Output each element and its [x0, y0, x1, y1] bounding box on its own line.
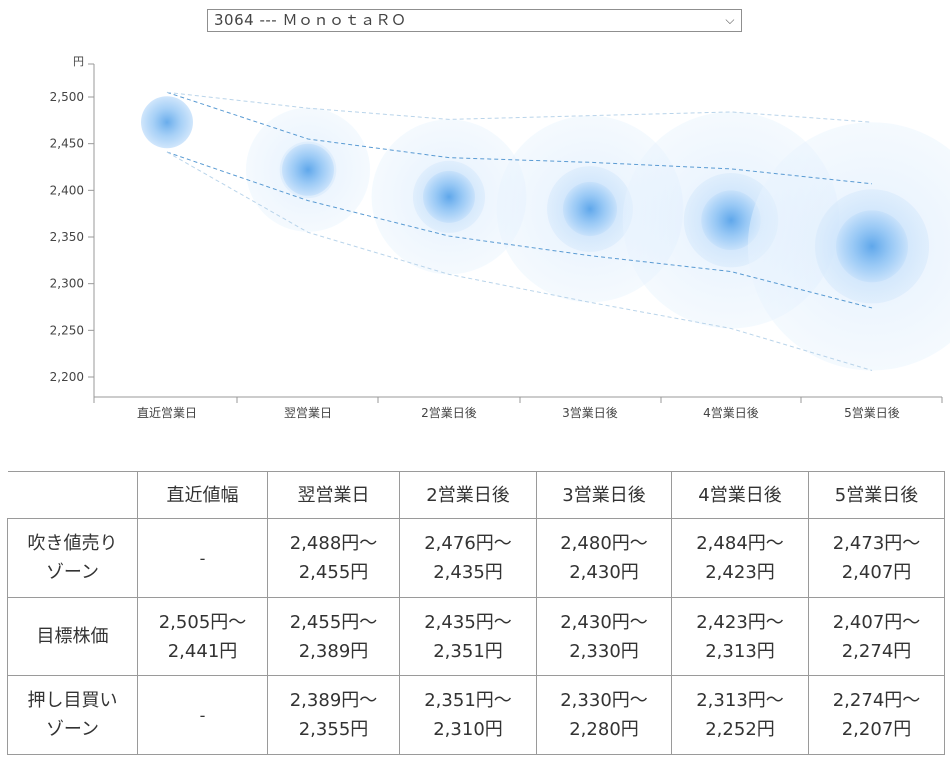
y-unit-label: 円	[73, 55, 84, 68]
x-tick-label: 5営業日後	[844, 406, 900, 420]
forecast-table: 直近値幅 翌営業日 2営業日後 3営業日後 4営業日後 5営業日後 吹き値売りゾ…	[7, 471, 945, 755]
table-cell: -	[137, 518, 268, 598]
table-cell: 2,389円～ 2,355円	[267, 675, 400, 755]
y-tick-label: 2,300	[50, 277, 84, 291]
bubble-core-0	[141, 96, 193, 149]
price-forecast-chart: 円 2,500 2,450 2,400 2,350 2,300 2,250 2,200 直近営業…	[50, 55, 950, 420]
stock-selector-value: 3064 --- ＭｏｎｏｔａＲＯ	[214, 11, 407, 29]
table-cell: 2,473円～ 2,407円	[808, 518, 945, 598]
target-high-line	[166, 91, 873, 185]
bubble-core-3	[562, 181, 618, 237]
table-row-sell-zone: 吹き値売り ゾーン - 2,488円～ 2,455円 2,476円～ 2,435円 2…	[7, 518, 945, 598]
table-cell: 2,423円～ 2,313円	[671, 597, 809, 676]
table-cell: 2,480円～ 2,430円	[536, 518, 672, 598]
table-cell: 2,407円～ 2,274円	[808, 597, 945, 676]
table-header: 3営業日後	[536, 471, 672, 519]
x-tick-label: 直近営業日	[137, 406, 197, 420]
bubble-core-2	[423, 170, 475, 223]
table-cell: 2,313円～ 2,252円	[671, 675, 809, 755]
y-tick-label: 2,500	[50, 90, 84, 104]
row-label: 押し目買い ゾーン	[7, 675, 138, 755]
table-header: 5営業日後	[808, 471, 945, 519]
table-cell: 2,488円～ 2,455円	[267, 518, 400, 598]
stock-selector[interactable]: 3064 --- ＭｏｎｏｔａＲＯ ⌵	[207, 9, 742, 32]
bubble-core-4	[701, 190, 761, 250]
table-header: 4営業日後	[671, 471, 809, 519]
table-cell: 2,455円～ 2,389円	[267, 597, 400, 676]
table-row-target-price: 目標株価 2,505円～ 2,441円 2,455円～ 2,389円 2,435円～…	[7, 597, 945, 676]
chevron-down-icon[interactable]: ⌵	[725, 13, 735, 27]
y-tick-label: 2,200	[50, 370, 84, 384]
y-tick-label: 2,400	[50, 183, 84, 197]
table-cell: 2,476円～ 2,435円	[399, 518, 537, 598]
table-header: 翌営業日	[267, 471, 400, 519]
table-cell: 2,351円～ 2,310円	[399, 675, 537, 755]
table-cell: 2,505円～ 2,441円	[137, 597, 268, 676]
y-tick-label: 2,450	[50, 137, 84, 151]
y-tick-label: 2,350	[50, 230, 84, 244]
table-row-buy-zone: 押し目買い ゾーン - 2,389円～ 2,355円 2,351円～ 2,310円 2…	[7, 675, 945, 755]
sell-zone-line	[166, 91, 873, 123]
table-header-row: 直近値幅 翌営業日 2営業日後 3営業日後 4営業日後 5営業日後	[7, 471, 945, 519]
table-cell: 2,430円～ 2,330円	[536, 597, 672, 676]
table-cell: 2,330円～ 2,280円	[536, 675, 672, 755]
bubble-core-1	[282, 143, 334, 196]
x-tick-label: 2営業日後	[421, 406, 477, 420]
buy-zone-line	[166, 151, 873, 371]
table-cell: 2,274円～ 2,207円	[808, 675, 945, 755]
table-cell: -	[137, 675, 268, 755]
x-tick-label: 4営業日後	[703, 406, 759, 420]
y-tick-label: 2,250	[50, 323, 84, 337]
table-cell: 2,484円～ 2,423円	[671, 518, 809, 598]
table-header-corner	[7, 471, 138, 519]
bubble-core-5	[836, 210, 908, 283]
x-tick-label: 翌営業日	[284, 406, 332, 420]
table-cell: 2,435円～ 2,351円	[399, 597, 537, 676]
x-tick-label: 3営業日後	[562, 406, 618, 420]
row-label: 吹き値売り ゾーン	[7, 518, 138, 598]
table-header: 直近値幅	[137, 471, 268, 519]
row-label: 目標株価	[7, 597, 138, 676]
table-header: 2営業日後	[399, 471, 537, 519]
target-low-line	[166, 151, 873, 309]
